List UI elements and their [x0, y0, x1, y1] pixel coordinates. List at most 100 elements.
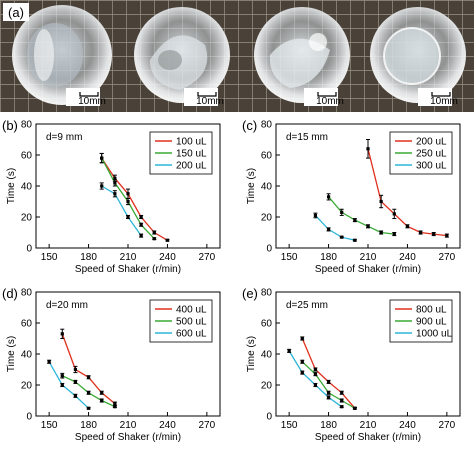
- scale-bar: [197, 92, 217, 97]
- legend-entry: 300 uL: [416, 161, 447, 172]
- series-line: [328, 196, 395, 235]
- scale-bar-box: [418, 88, 452, 106]
- legend-entry: 400 uL: [176, 305, 207, 316]
- x-tick-label: 210: [360, 252, 377, 263]
- y-tick-label: 80: [261, 288, 273, 299]
- series: [366, 139, 449, 238]
- legend-entry: 150 uL: [176, 149, 207, 160]
- data-point: [300, 360, 304, 364]
- data-point: [60, 374, 64, 378]
- data-point: [340, 405, 344, 409]
- data-point: [126, 199, 130, 204]
- y-tick-label: 80: [21, 120, 33, 131]
- data-point: [340, 210, 344, 214]
- y-tick-label: 0: [266, 244, 272, 255]
- y-tick-label: 0: [26, 244, 32, 255]
- panel-label: (c): [242, 118, 257, 133]
- droplet-photo-1: [12, 5, 112, 105]
- series: [99, 152, 157, 241]
- series: [60, 372, 117, 409]
- data-point: [100, 184, 104, 188]
- data-point: [313, 367, 318, 372]
- x-tick-label: 210: [360, 420, 377, 431]
- y-tick-label: 20: [261, 381, 273, 392]
- photo-panel: (a) 10mm 10mm 10mm 10mm: [0, 0, 474, 112]
- series: [326, 193, 397, 237]
- series-line: [314, 214, 356, 241]
- data-point: [139, 234, 143, 238]
- x-axis-label: Speed of Shaker (r/min): [315, 264, 421, 275]
- y-tick-label: 40: [21, 182, 33, 193]
- data-point: [47, 360, 51, 364]
- panel-label: (e): [242, 286, 258, 301]
- scale-bar-label: 10mm: [196, 96, 224, 107]
- data-point: [366, 147, 370, 151]
- x-tick-label: 150: [281, 420, 298, 431]
- x-tick-label: 240: [399, 420, 416, 431]
- data-point: [326, 391, 331, 395]
- scale-bar-box: [66, 88, 100, 106]
- data-point: [100, 156, 104, 160]
- chart-panel: 150 180 210 240 270 0 20 40 60 80 Speed of Shaker …: [242, 118, 461, 275]
- data-point: [300, 371, 304, 375]
- scale-bar: [431, 92, 451, 97]
- data-point: [287, 349, 291, 353]
- y-tick-label: 60: [261, 151, 273, 162]
- y-tick-label: 60: [21, 151, 33, 162]
- droplet-photo-4: [370, 7, 466, 103]
- data-point: [405, 224, 410, 228]
- data-point: [418, 230, 423, 235]
- series-line: [101, 185, 142, 236]
- data-point: [392, 212, 396, 216]
- scale-bar: [317, 92, 337, 97]
- x-tick-label: 270: [439, 252, 456, 263]
- legend-entry: 200 uL: [176, 161, 207, 172]
- data-point: [113, 192, 117, 196]
- x-axis-label: Speed of Shaker (r/min): [75, 264, 181, 275]
- data-point: [86, 375, 91, 379]
- x-axis-label: Speed of Shaker (r/min): [315, 432, 421, 443]
- x-tick-label: 180: [320, 420, 337, 431]
- legend-box: [389, 299, 453, 343]
- y-tick-label: 20: [21, 213, 33, 224]
- x-tick-label: 270: [199, 252, 216, 263]
- legend-entry: 200 uL: [416, 137, 447, 148]
- panel-label: (d): [2, 286, 18, 301]
- data-point: [313, 372, 318, 376]
- data-point: [353, 218, 357, 222]
- annotation: d=25 mm: [286, 300, 328, 311]
- x-tick-label: 270: [439, 420, 456, 431]
- data-point: [60, 383, 64, 387]
- x-tick-label: 150: [41, 252, 58, 263]
- scale-bars: 10mm 10mm 10mm 10mm: [66, 88, 458, 107]
- y-axis-label: Time (s): [6, 168, 17, 204]
- x-tick-label: 180: [320, 252, 337, 263]
- data-point: [326, 195, 331, 199]
- photo-label-box: [3, 3, 29, 21]
- legend-entry: 900 uL: [416, 317, 447, 328]
- legend-entry: 250 uL: [416, 149, 447, 160]
- x-tick-label: 210: [120, 420, 137, 431]
- data-point: [165, 238, 170, 242]
- scale-bar: [79, 92, 99, 97]
- data-point: [113, 402, 117, 406]
- y-tick-label: 0: [266, 412, 272, 423]
- y-tick-label: 80: [261, 120, 273, 131]
- legend-entry: 100 uL: [176, 137, 207, 148]
- series: [313, 212, 357, 242]
- droplet-photo-2: [134, 7, 230, 103]
- x-tick-label: 150: [281, 252, 298, 263]
- scale-bar-label: 10mm: [430, 96, 458, 107]
- legend-entry: 800 uL: [416, 305, 447, 316]
- data-point: [139, 215, 143, 219]
- data-point: [340, 235, 344, 239]
- series: [47, 359, 91, 410]
- data-point: [126, 215, 130, 219]
- data-point: [60, 332, 64, 336]
- x-tick-label: 150: [41, 420, 58, 431]
- data-point: [366, 224, 370, 228]
- y-tick-label: 20: [21, 381, 33, 392]
- series-line: [48, 361, 90, 409]
